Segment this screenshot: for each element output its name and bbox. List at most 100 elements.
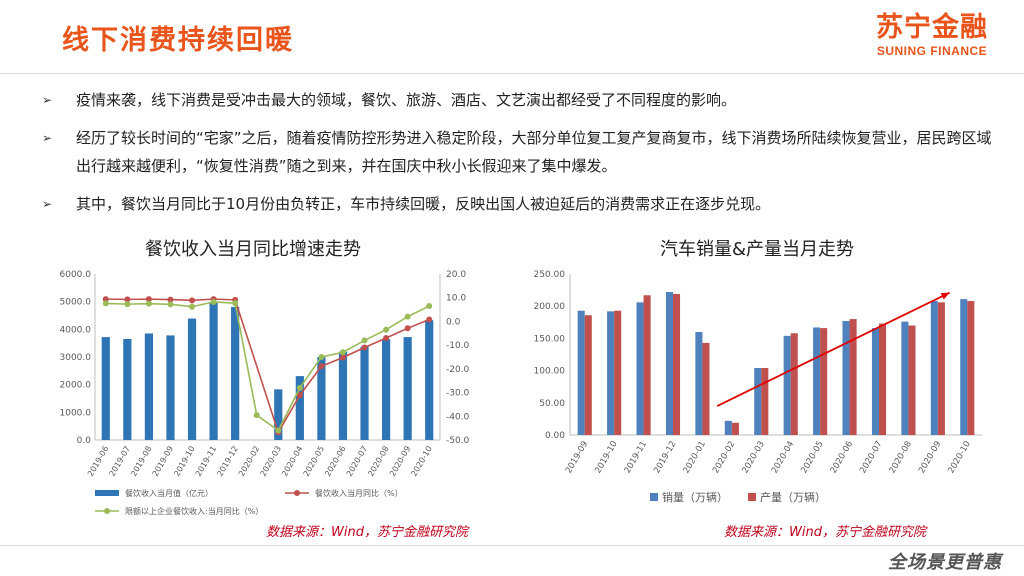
series-point	[318, 354, 325, 360]
series-line	[105, 301, 430, 432]
bar	[901, 321, 909, 435]
y-tick-label-right: -10.0	[446, 341, 470, 351]
bar	[123, 339, 132, 440]
chart-source-right: 数据来源：Wind，苏宁金融研究院	[724, 525, 926, 540]
header-divider	[0, 73, 1024, 74]
y-tick-label: 50.00	[539, 399, 565, 409]
x-tick-label: 2020-04	[770, 440, 796, 476]
bar	[614, 310, 622, 435]
x-tick-label: 2019-12	[652, 440, 678, 476]
bar	[820, 328, 828, 435]
y-tick-label: 100.00	[534, 367, 566, 377]
series-point	[189, 297, 196, 304]
legend-label: 产量（万辆）	[760, 490, 826, 504]
bar	[871, 328, 879, 435]
series-point	[361, 337, 368, 344]
y-tick-label-left: 4000.0	[60, 325, 92, 335]
x-tick-label: 2020-02	[711, 440, 737, 476]
y-tick-label-right: 20.0	[446, 270, 466, 280]
bar	[295, 376, 304, 440]
footer-watermark: 全场景更普惠	[888, 552, 1002, 573]
y-tick-label: 150.00	[534, 334, 566, 344]
bar	[695, 331, 703, 435]
bar	[754, 368, 762, 435]
bar	[673, 293, 681, 435]
bullet-item: ➢ 疫情来袭，线下消费是受冲击最大的领域，餐饮、旅游、酒店、文艺演出都经受了不同…	[42, 86, 1002, 114]
page-title: 线下消费持续回暖	[62, 25, 294, 56]
bar	[187, 318, 197, 440]
series-point	[339, 354, 346, 361]
bullet-list: ➢ 疫情来袭，线下消费是受冲击最大的领域，餐饮、旅游、酒店、文艺演出都经受了不同…	[42, 86, 1002, 228]
y-tick-label-left: 5000.0	[60, 298, 92, 308]
x-tick-label: 2020-08	[888, 440, 914, 476]
series-point	[361, 344, 368, 351]
series-point	[404, 325, 411, 332]
bar	[607, 311, 615, 435]
bar	[731, 422, 739, 435]
y-tick-label: 0.00	[545, 431, 565, 441]
y-tick-label-right: 0.0	[446, 317, 461, 327]
y-tick-label-left: 2000.0	[60, 381, 92, 391]
bar	[643, 295, 651, 435]
y-tick-label-right: 10.0	[446, 294, 466, 304]
chart-source-left: 数据来源：Wind，苏宁金融研究院	[266, 525, 468, 540]
trend-arrow-head	[940, 292, 950, 300]
bar	[879, 323, 887, 435]
arrow-bullet-icon: ➢	[42, 197, 53, 211]
bar	[360, 346, 369, 440]
bar	[425, 320, 434, 440]
bar	[702, 342, 710, 435]
y-tick-label-right: -50.0	[446, 436, 470, 446]
x-tick-label: 2019-10	[593, 440, 619, 476]
series-point	[296, 392, 303, 399]
trend-arrow	[716, 291, 951, 407]
logo-en: SUNING FINANCE	[876, 44, 988, 58]
bullet-text: 疫情来袭，线下消费是受冲击最大的领域，餐饮、旅游、酒店、文艺演出都经受了不同程度…	[76, 91, 737, 109]
auto-chart: 0.00 50.00 100.00 150.00 200.00 250.00 2019-09…	[534, 270, 982, 504]
series-point	[426, 303, 433, 310]
legend-label: 销量（万辆）	[662, 490, 728, 504]
series-point	[404, 313, 411, 320]
series-point	[383, 335, 390, 342]
logo-cn: 苏宁金融	[876, 12, 988, 43]
bar	[381, 339, 391, 440]
bar	[338, 351, 348, 440]
x-tick-label: 2020-01	[682, 440, 708, 476]
bar	[665, 292, 673, 435]
legend-swatch	[748, 493, 756, 501]
bar	[101, 337, 110, 440]
y-tick-label-right: -40.0	[446, 412, 470, 422]
arrow-bullet-icon: ➢	[42, 131, 53, 145]
x-tick-label: 2019-11	[623, 440, 649, 476]
series-point	[102, 296, 109, 303]
y-tick-label: 200.00	[534, 302, 566, 312]
x-tick-label: 2020-07	[858, 440, 884, 476]
bar	[960, 299, 968, 435]
legend-label: 餐饮收入当月同比（%）	[315, 488, 403, 498]
series-point	[296, 384, 303, 391]
series-line	[105, 298, 430, 435]
bar	[577, 310, 585, 435]
series-point	[124, 301, 131, 308]
bar	[967, 301, 975, 435]
y-tick-label-left: 3000.0	[60, 353, 92, 363]
series-point	[232, 300, 239, 307]
y-tick-label-right: -20.0	[446, 365, 470, 375]
logo: 苏宁金融 SUNING FINANCE	[876, 12, 988, 58]
legend-swatch	[294, 490, 300, 496]
y-tick-label-left: 0.0	[77, 436, 92, 446]
chart-title-catering: 餐饮收入当月同比增速走势	[145, 239, 361, 260]
series-point	[167, 296, 174, 303]
x-tick-label: 2020-10	[409, 445, 434, 478]
arrow-bullet-icon: ➢	[42, 93, 53, 107]
series-point	[102, 300, 109, 307]
bullet-item: ➢ 经历了较长时间的“宅家”之后，随着疫情防控形势进入稳定阶段，大部分单位复工复…	[42, 124, 1002, 180]
legend-label: 餐饮收入当月值（亿元）	[125, 488, 213, 498]
x-tick-label: 2020-10	[946, 440, 972, 476]
bar	[584, 315, 592, 435]
legend-swatch	[650, 493, 658, 501]
x-tick-label: 2020-06	[829, 440, 855, 476]
series-point	[145, 296, 152, 303]
legend-label: 限额以上企业餐饮收入:当月同比（%）	[125, 506, 263, 516]
bar	[908, 325, 916, 435]
